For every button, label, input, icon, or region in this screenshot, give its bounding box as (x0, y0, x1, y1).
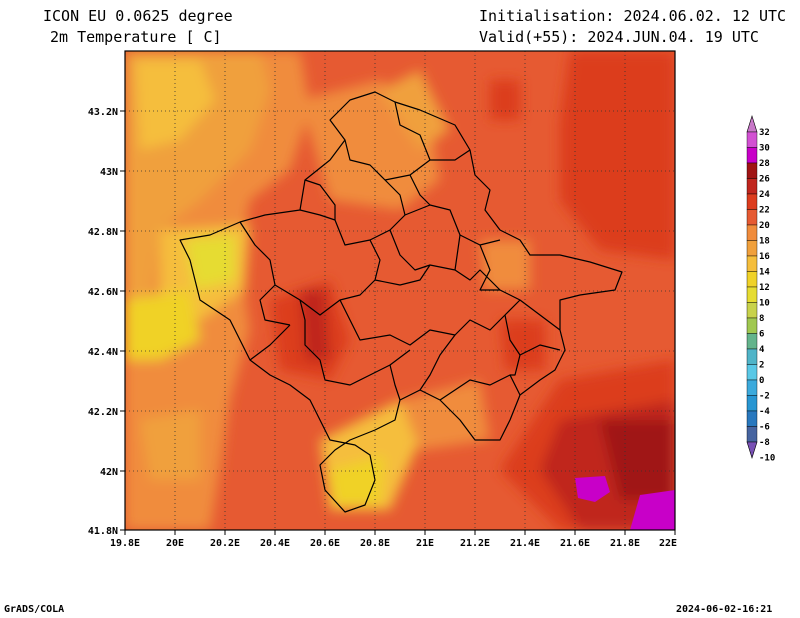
colorbar-label: 16 (759, 252, 770, 262)
lon-label: 21.4E (510, 538, 540, 549)
colorbar-swatch (746, 379, 758, 396)
lon-label: 21E (416, 538, 434, 549)
region-boundary (409, 174, 431, 206)
init-time: Initialisation: 2024.06.02. 12 UTC (479, 7, 787, 25)
lat-label: 41.8N (88, 526, 118, 537)
lat-label: 42.4N (88, 347, 118, 358)
colorbar-swatch (746, 333, 758, 350)
region-boundary (439, 374, 521, 401)
lat-labels: 43.2N 43N 42.8N 42.6N 42.4N 42.2N 42N 41… (88, 107, 118, 537)
colorbar-label: 4 (759, 345, 765, 355)
footer-software: GrADS/COLA (4, 604, 65, 615)
lon-label: 20.2E (210, 538, 240, 549)
region-boundary (239, 221, 381, 316)
colorbar-swatch (746, 178, 758, 195)
colorbar-label: -10 (759, 454, 775, 464)
region-boundary (419, 334, 456, 391)
boundary-lines (179, 91, 623, 513)
colorbar-label: -6 (759, 423, 770, 433)
model-title: ICON EU 0.0625 degree (43, 7, 233, 25)
colorbar-swatch (746, 317, 758, 334)
lon-label: 21.6E (560, 538, 590, 549)
variable-title: 2m Temperature [ C] (50, 28, 222, 46)
colorbar-bottom-arrow (746, 441, 758, 460)
colorbar-swatch (746, 209, 758, 226)
region-boundary (389, 229, 431, 271)
lon-label: 20.6E (310, 538, 340, 549)
lon-label: 21.2E (460, 538, 490, 549)
temperature-field (125, 51, 675, 530)
colorbar-label: 20 (759, 221, 770, 231)
region-boundary (389, 364, 401, 401)
colorbar-label: 24 (759, 190, 770, 200)
colorbar-label: 8 (759, 314, 764, 324)
lon-label: 20.4E (260, 538, 290, 549)
lon-labels: 19.8E 20E 20.2E 20.4E 20.6E 20.8E 21E 21… (110, 538, 677, 549)
axis-ticks (120, 110, 676, 535)
colorbar-label: -4 (759, 407, 770, 417)
region-boundary (374, 264, 561, 331)
region-boundary (394, 101, 431, 161)
colorbar-label: 0 (759, 376, 764, 386)
colorbar-label: 14 (759, 268, 770, 278)
region-boundary (304, 179, 336, 220)
lon-label: 19.8E (110, 538, 140, 549)
colorbar-top-arrow (746, 114, 758, 133)
region-boundary (510, 354, 521, 376)
colorbar-swatch (746, 240, 758, 257)
lat-label: 42.2N (88, 407, 118, 418)
region-boundary (454, 234, 461, 271)
colorbar-label: 6 (759, 330, 764, 340)
colorbar-label: 26 (759, 175, 770, 185)
lat-label: 43.2N (88, 107, 118, 118)
colorbar-swatch (746, 162, 758, 179)
colorbar-label: 18 (759, 237, 770, 247)
lat-label: 43N (100, 167, 118, 178)
colorbar-label: 10 (759, 299, 770, 309)
region-boundary (344, 139, 406, 216)
colorbar-swatch (746, 271, 758, 288)
colorbar-label: -8 (759, 438, 770, 448)
colorbar-swatch (746, 426, 758, 443)
colorbar-swatch (746, 193, 758, 210)
colorbar-swatch (746, 224, 758, 241)
region-boundary (479, 244, 500, 291)
valid-time: Valid(+55): 2024.JUN.04. 19 UTC (479, 28, 759, 46)
colorbar-swatch (746, 255, 758, 272)
lon-label: 22E (659, 538, 677, 549)
region-boundary (259, 284, 291, 326)
colorbar-label: 28 (759, 159, 770, 169)
colorbar-label: 32 (759, 128, 770, 138)
colorbar-swatch (746, 364, 758, 381)
colorbar-label: 22 (759, 206, 770, 216)
lon-label: 20.8E (360, 538, 390, 549)
footer-timestamp: 2024-06-02-16:21 (676, 604, 773, 615)
colorbar-swatch (746, 410, 758, 427)
lat-label: 42N (100, 467, 118, 478)
colorbar-swatch (746, 131, 758, 148)
lon-label: 21.8E (610, 538, 640, 549)
region-boundary (249, 324, 291, 361)
colorbar-swatch (746, 348, 758, 365)
colorbar-label: 12 (759, 283, 770, 293)
colorbar-swatch (746, 302, 758, 319)
colorbar-swatch (746, 147, 758, 164)
colorbar-label: 2 (759, 361, 764, 371)
colorbar-swatch (746, 286, 758, 303)
colorbar-swatch (746, 395, 758, 412)
colorbar-label: -2 (759, 392, 770, 402)
region-boundary (299, 299, 411, 386)
colorbar-label: 30 (759, 144, 770, 154)
region-boundary (299, 204, 501, 246)
lon-label: 20E (166, 538, 184, 549)
lat-label: 42.6N (88, 287, 118, 298)
region-boundary (339, 299, 521, 346)
lat-label: 42.8N (88, 227, 118, 238)
